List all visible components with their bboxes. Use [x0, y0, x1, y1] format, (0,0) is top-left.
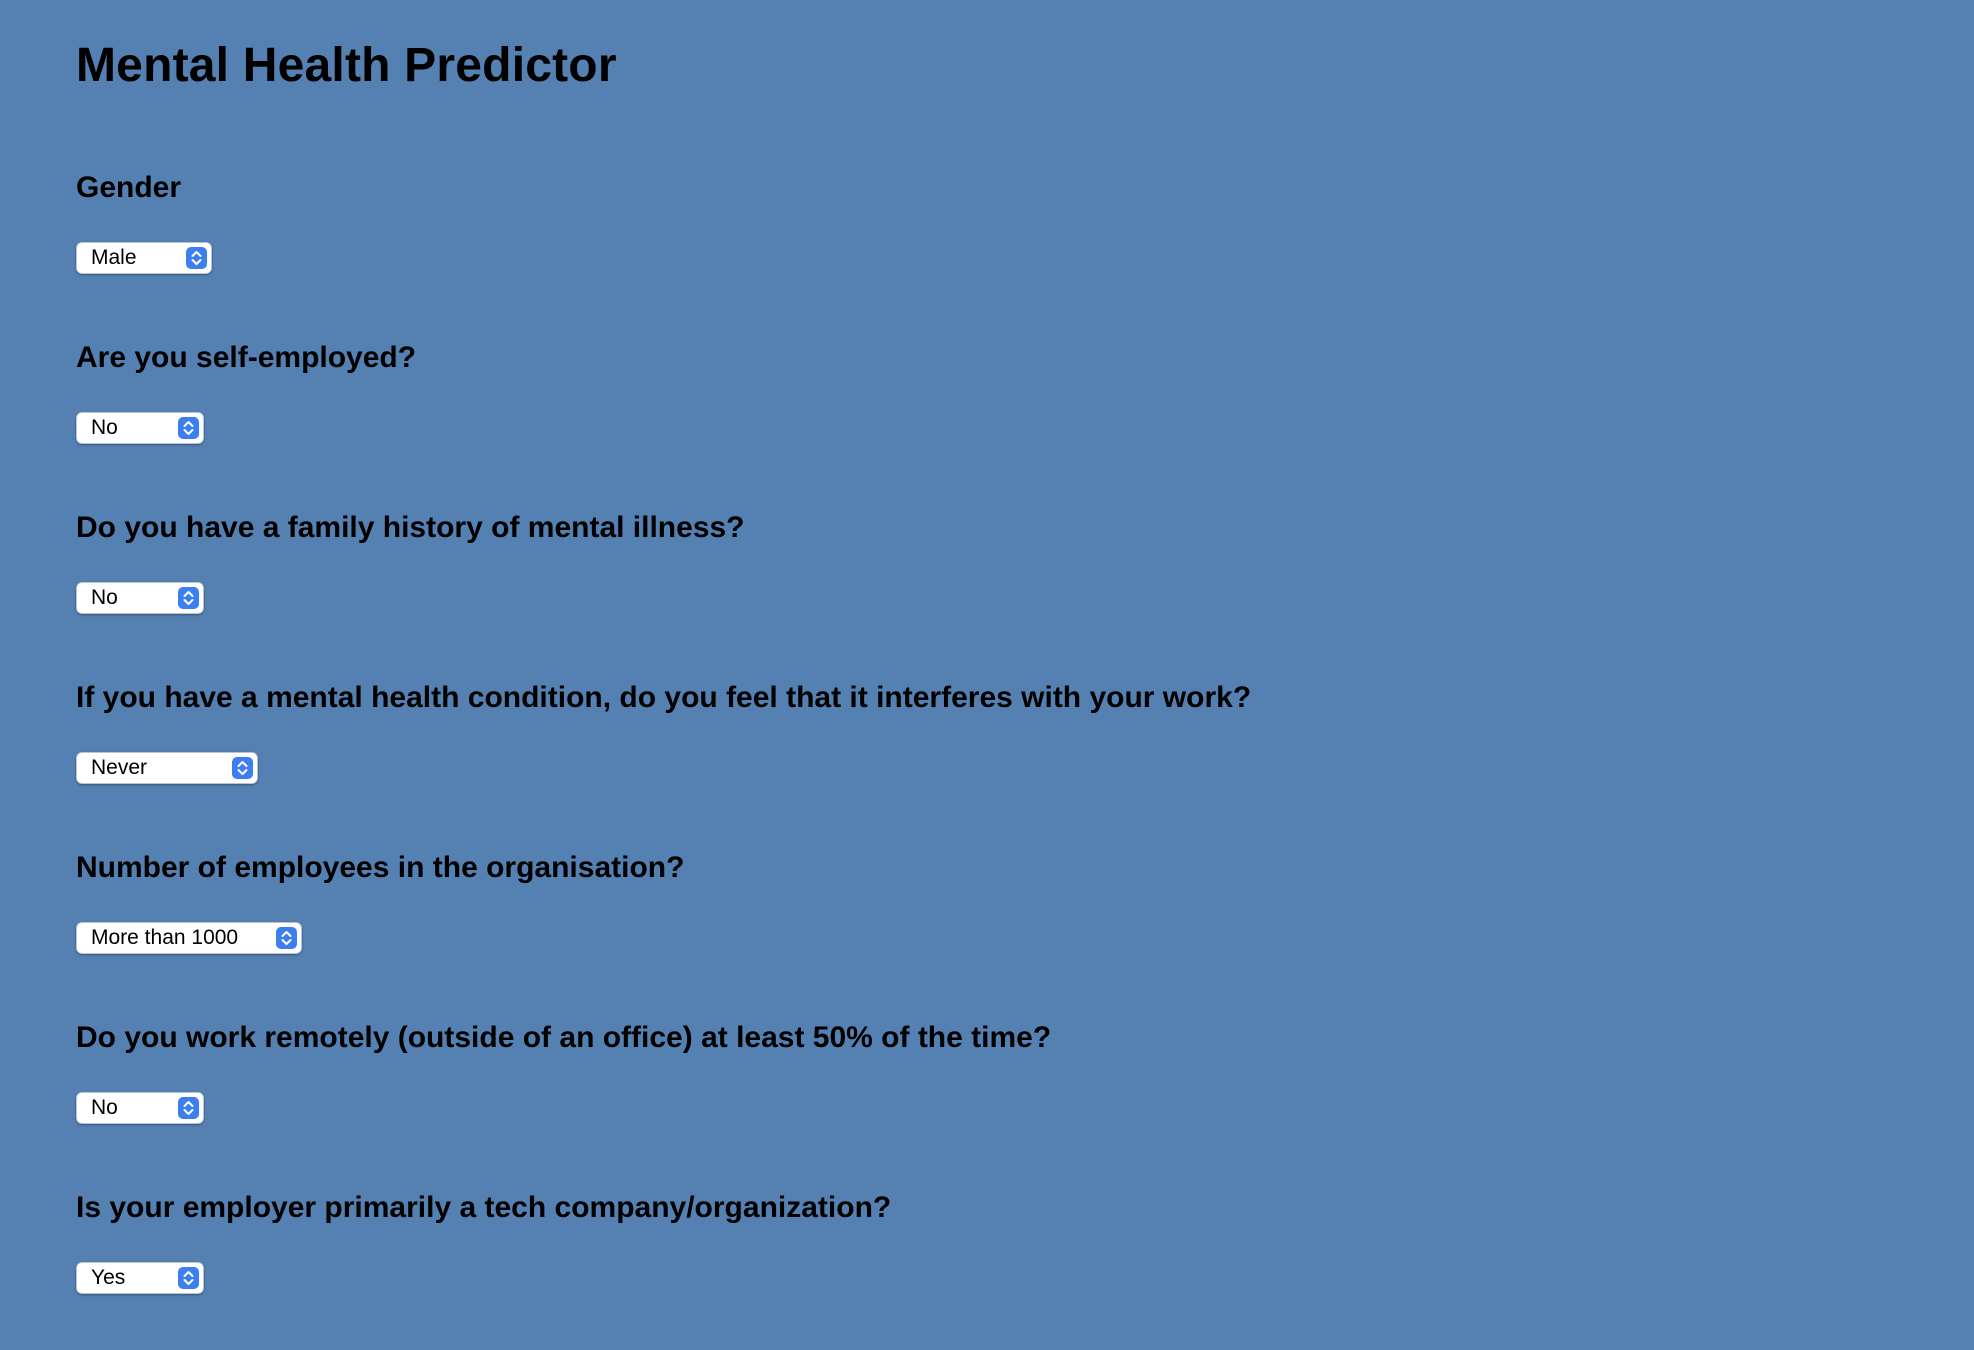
chevron-up-down-icon: [178, 587, 199, 609]
select-value: Yes: [91, 1266, 126, 1289]
chevron-up-down-icon: [178, 1097, 199, 1119]
chevron-up-down-icon: [186, 247, 207, 269]
chevron-up-down-icon: [276, 927, 297, 949]
question-remote-work: Do you work remotely (outside of an offi…: [76, 1020, 1052, 1124]
select-value: Never: [91, 756, 148, 779]
question-gender: Gender Male: [76, 170, 212, 274]
chevron-up-down-icon: [178, 417, 199, 439]
question-label: If you have a mental health condition, d…: [76, 681, 1252, 714]
chevron-up-down-icon: [178, 1267, 199, 1289]
self-employed-select[interactable]: No: [76, 412, 204, 444]
question-label: Are you self-employed?: [76, 341, 417, 374]
remote-work-select[interactable]: No: [76, 1092, 204, 1124]
question-label: Do you work remotely (outside of an offi…: [76, 1021, 1052, 1054]
question-work-interference: If you have a mental health condition, d…: [76, 680, 1252, 784]
gender-select[interactable]: Male: [76, 242, 212, 274]
question-employee-count: Number of employees in the organisation?…: [76, 850, 685, 954]
employee-count-select[interactable]: More than 1000: [76, 922, 302, 954]
work-interference-select[interactable]: Never: [76, 752, 258, 784]
question-label: Number of employees in the organisation?: [76, 851, 685, 884]
select-value: Male: [91, 246, 137, 269]
select-value: More than 1000: [91, 926, 239, 949]
page-title: Mental Health Predictor: [76, 39, 617, 92]
question-tech-company: Is your employer primarily a tech compan…: [76, 1190, 892, 1294]
select-value: No: [91, 1096, 118, 1119]
question-label: Is your employer primarily a tech compan…: [76, 1191, 892, 1224]
select-value: No: [91, 416, 118, 439]
question-family-history: Do you have a family history of mental i…: [76, 510, 745, 614]
select-value: No: [91, 586, 118, 609]
question-label: Gender: [76, 171, 182, 204]
tech-company-select[interactable]: Yes: [76, 1262, 204, 1294]
question-label: Do you have a family history of mental i…: [76, 511, 745, 544]
family-history-select[interactable]: No: [76, 582, 204, 614]
chevron-up-down-icon: [232, 757, 253, 779]
question-self-employed: Are you self-employed? No: [76, 340, 417, 444]
